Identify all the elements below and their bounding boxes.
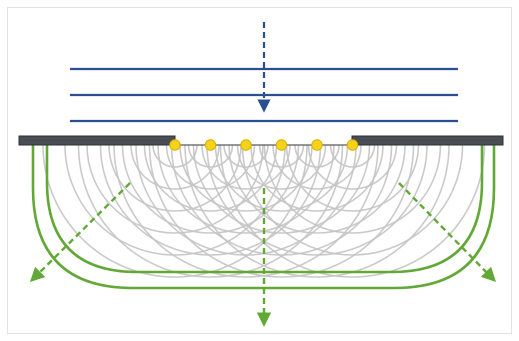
propagation-arrows (29, 22, 497, 327)
secondary-wavelet (130, 144, 220, 190)
barrier-left (18, 135, 176, 146)
secondary-wavelet (192, 144, 371, 234)
down-right-arrow-icon (398, 182, 497, 283)
secondary-wavelet (223, 144, 269, 168)
secondary-wavelet (184, 144, 450, 278)
secondary-wavelet (113, 144, 379, 278)
secondary-wavelet (241, 144, 464, 256)
secondary-wavelet (250, 144, 384, 212)
huygens-sources (169, 139, 359, 151)
secondary-wavelet (148, 144, 415, 278)
huygens-source-dot (204, 139, 217, 151)
secondary-wavelet (329, 144, 376, 168)
secondary-wavelet (206, 144, 428, 256)
secondary-wavelet (170, 144, 393, 256)
huygens-source-dot (275, 139, 288, 151)
secondary-wavelet (121, 144, 300, 234)
secondary-wavelet (157, 144, 335, 234)
secondary-wavelet (152, 144, 198, 168)
secondary-wavelet (135, 144, 357, 256)
secondary-wavelet (272, 144, 362, 190)
secondary-wavelet (285, 144, 420, 212)
secondary-wavelets (42, 144, 486, 278)
secondary-wavelet (77, 144, 344, 278)
secondary-wavelet (307, 144, 398, 190)
secondary-wavelet (263, 144, 442, 234)
slit-barrier (18, 135, 504, 146)
barrier-right (351, 135, 504, 146)
secondary-wavelet (258, 144, 305, 168)
secondary-wavelet (42, 144, 308, 278)
secondary-wavelet (219, 144, 486, 278)
secondary-wavelet (179, 144, 313, 212)
huygens-source-dot (311, 139, 323, 151)
huygens-source-dot (169, 139, 181, 151)
secondary-wavelet (294, 144, 340, 168)
secondary-wavelet (187, 144, 234, 168)
huygens-source-dot (346, 139, 359, 151)
secondary-wavelet (214, 144, 349, 212)
huygens-source-dot (240, 139, 252, 151)
secondary-wavelet (86, 144, 264, 234)
secondary-wavelet (201, 144, 291, 190)
secondary-wavelet (165, 144, 256, 190)
down-left-arrow-icon (29, 182, 131, 283)
secondary-wavelet (236, 144, 327, 190)
secondary-wavelet (228, 144, 406, 234)
